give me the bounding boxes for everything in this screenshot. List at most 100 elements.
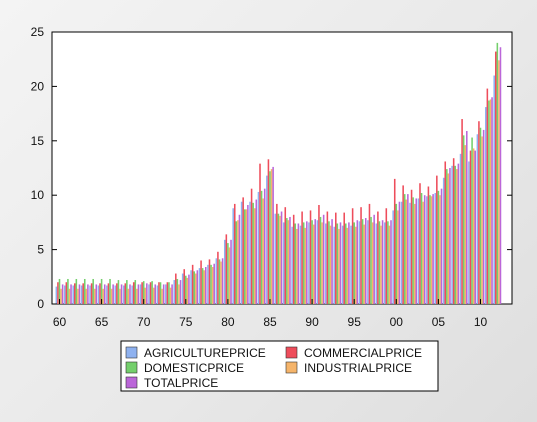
bar-domesticprice-1961 [67,278,69,304]
x-tick-label: 75 [179,315,193,329]
bar-domesticprice-1991 [319,216,322,304]
bar-domesticprice-1979 [218,259,221,304]
bar-agricultureprice-2008 [459,153,462,304]
bar-industrialprice-1976 [195,273,197,304]
bar-domesticprice-2001 [403,194,406,304]
bar-domesticprice-1988 [294,223,297,304]
bar-agricultureprice-1998 [375,223,378,304]
bar-industrialprice-1962 [77,288,79,304]
bar-industrialprice-1965 [102,288,104,304]
bar-commercialprice-1966 [107,283,110,304]
bar-commercialprice-1973 [166,282,169,304]
bar-commercialprice-2012 [494,51,497,304]
bar-totalprice-1993 [339,222,342,304]
bar-commercialprice-1983 [250,188,253,304]
bar-industrialprice-1984 [262,198,264,304]
bar-totalprice-2006 [449,168,451,304]
legend-swatch [125,361,138,374]
bar-totalprice-1979 [221,258,224,304]
bar-totalprice-1972 [162,284,165,304]
bar-agricultureprice-2012 [493,75,495,305]
bar-industrialprice-1979 [220,261,222,304]
bar-commercialprice-2002 [410,189,413,304]
bar-domesticprice-1980 [227,243,229,304]
bar-agricultureprice-2003 [417,198,420,304]
bar-industrialprice-1991 [321,222,323,304]
bar-totalprice-2005 [440,188,443,304]
x-tick-label: 10 [474,315,488,329]
bar-domesticprice-2008 [462,135,465,304]
bar-agricultureprice-1990 [308,222,310,304]
bar-agricultureprice-1974 [173,280,176,304]
bar-totalprice-2004 [432,194,434,304]
bar-agricultureprice-2010 [476,134,479,304]
bar-domesticprice-2009 [471,137,473,304]
bar-agricultureprice-1971 [148,284,150,304]
bar-commercialprice-1984 [259,163,261,304]
bar-agricultureprice-1972 [156,285,159,304]
bar-commercialprice-1965 [99,283,101,304]
bar-commercialprice-1985 [267,159,270,304]
bar-domesticprice-2012 [496,42,499,304]
bar-industrialprice-2009 [472,148,475,304]
bar-totalprice-1982 [247,204,249,304]
bar-commercialprice-2001 [402,185,404,304]
bar-industrialprice-1998 [380,225,382,304]
bar-agricultureprice-1961 [64,285,66,304]
bar-industrialprice-2008 [464,145,466,304]
bar-totalprice-2008 [466,131,468,304]
bar-domesticprice-2005 [437,190,440,304]
x-tick-label: 95 [348,315,362,329]
legend: AGRICULTUREPRICE COMMERCIALPRICE DOMESTICP… [120,340,439,392]
bar-domesticprice-1965 [100,278,103,304]
bar-totalprice-1976 [196,270,199,304]
bar-agricultureprice-1965 [97,285,100,304]
bar-commercialprice-1967 [116,283,118,304]
bar-totalprice-1983 [255,199,258,304]
bar-industrialprice-1971 [152,287,155,304]
bar-domesticprice-1974 [176,278,179,304]
bar-agricultureprice-2009 [468,161,470,304]
bar-industrialprice-1999 [388,225,391,304]
x-tick-label: 00 [390,315,404,329]
bar-industrialprice-1966 [110,288,113,304]
bar-commercialprice-1963 [82,283,84,304]
bar-totalprice-2009 [474,150,476,304]
bar-commercialprice-1974 [175,273,177,304]
bar-agricultureprice-1988 [291,226,293,304]
bar-totalprice-1977 [204,267,207,304]
bar-commercialprice-1992 [326,211,329,304]
bar-domesticprice-2002 [412,197,414,304]
bar-agricultureprice-1962 [72,285,74,304]
bar-commercialprice-1970 [141,282,143,304]
bar-industrialprice-2007 [456,169,458,304]
bar-industrialprice-1983 [253,208,256,304]
y-tick-label: 15 [31,134,45,148]
bar-domesticprice-1982 [243,209,246,304]
bar-totalprice-1975 [188,274,190,304]
bar-commercialprice-1994 [343,212,345,304]
legend-swatch [125,376,138,389]
bar-domesticprice-1995 [353,222,355,304]
bar-commercialprice-1999 [385,208,388,304]
bar-industrialprice-1988 [296,228,298,304]
bar-agricultureprice-1976 [190,270,192,304]
bar-industrialprice-1970 [144,287,147,304]
bar-agricultureprice-2000 [392,210,394,304]
bar-domesticprice-1998 [378,221,381,304]
bar-domesticprice-1967 [117,280,120,304]
bar-totalprice-1991 [322,214,325,304]
bar-domesticprice-2006 [446,169,448,304]
bar-agricultureprice-2011 [485,107,487,304]
legend-box [120,340,439,392]
bar-totalprice-1963 [87,284,89,304]
bar-industrialprice-2003 [422,201,424,304]
bar-agricultureprice-2002 [409,202,411,304]
legend-swatch [285,361,298,374]
bar-agricultureprice-1981 [232,208,234,304]
bar-totalprice-1986 [280,211,283,304]
bar-domesticprice-1985 [269,171,271,304]
bar-domesticprice-1992 [328,221,330,304]
bar-industrialprice-1964 [93,288,96,304]
